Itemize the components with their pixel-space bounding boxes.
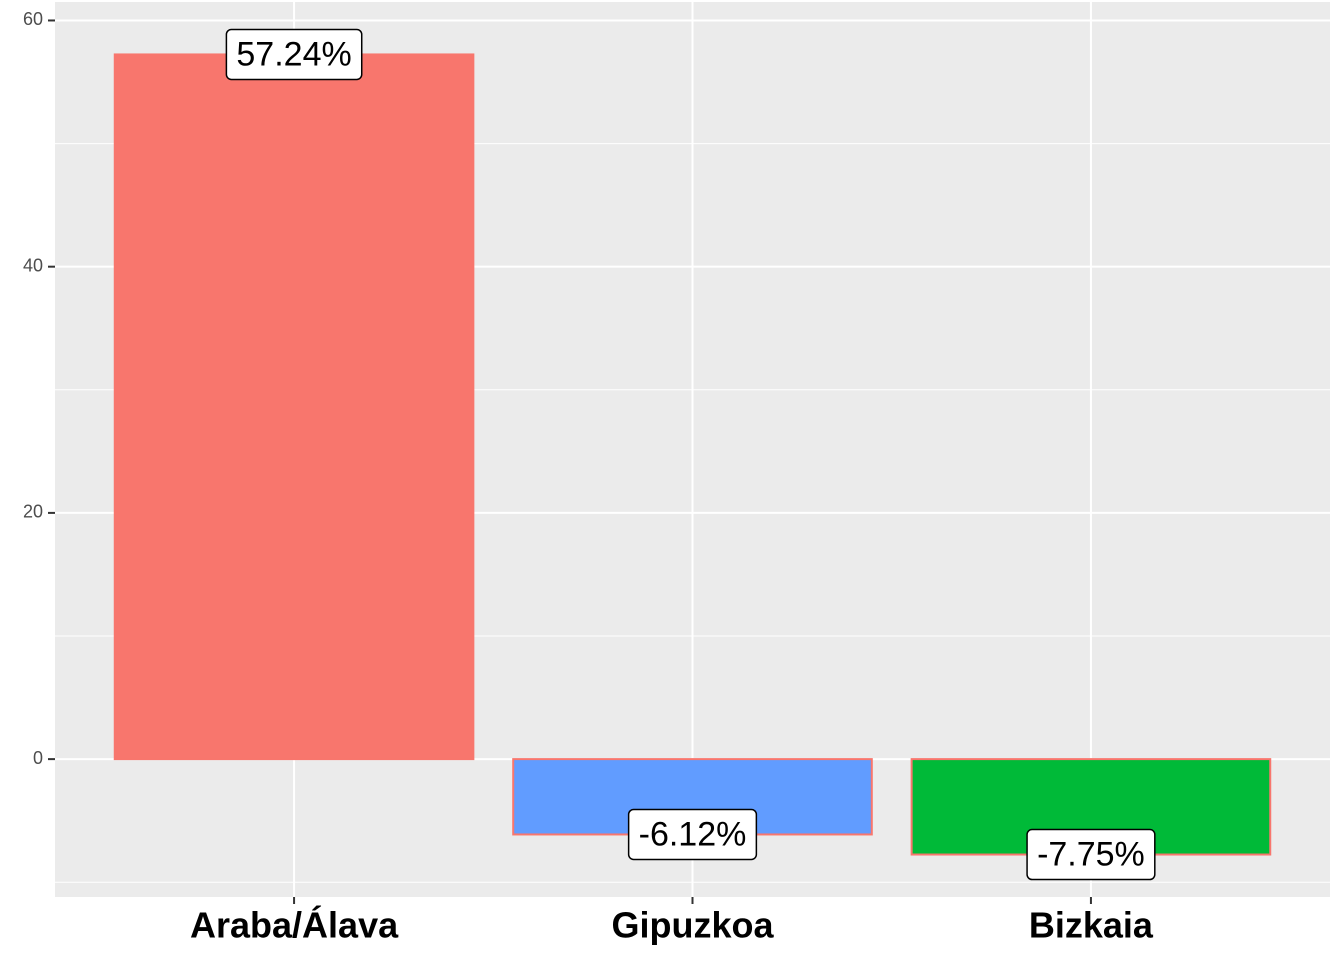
label-box — [225, 28, 363, 81]
label-box — [1026, 828, 1156, 881]
value-label: 57.24% — [236, 35, 351, 73]
x-tick-label: Gipuzkoa — [611, 905, 774, 946]
y-tick-label: 60 — [23, 9, 43, 29]
x-tick-label: Araba/Álava — [190, 905, 399, 946]
y-tick-label: 0 — [33, 748, 43, 768]
label-box — [627, 808, 758, 861]
y-tick-label: 20 — [23, 502, 43, 522]
value-label: -6.12% — [639, 815, 747, 853]
value-label: -7.75% — [1037, 836, 1145, 874]
y-tick-label: 40 — [23, 255, 43, 275]
x-tick-label: Bizkaia — [1029, 905, 1154, 946]
bar — [113, 53, 475, 761]
